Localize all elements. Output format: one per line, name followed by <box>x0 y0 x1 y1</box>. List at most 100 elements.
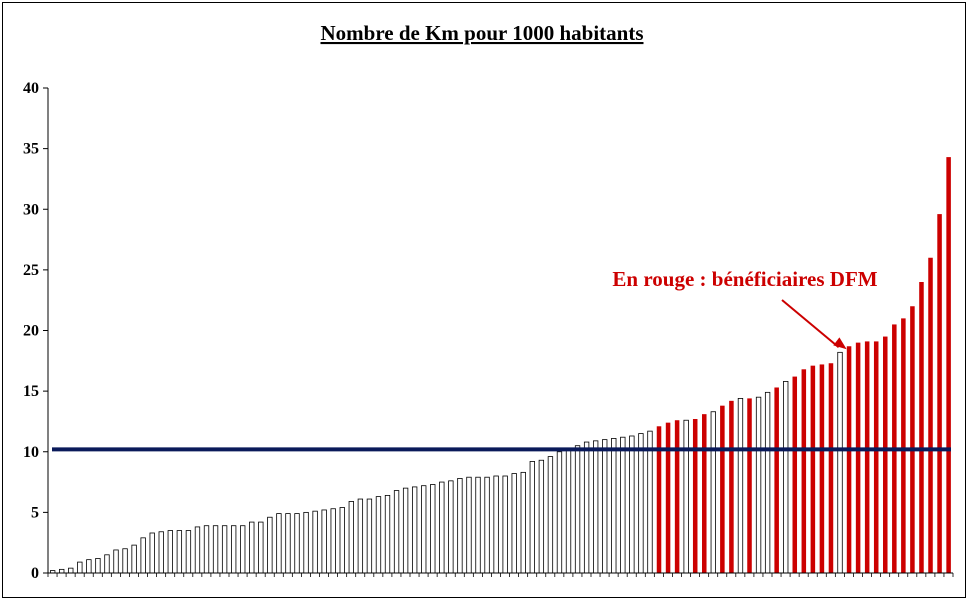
bar <box>638 433 644 574</box>
bar-highlighted <box>937 214 942 573</box>
bar <box>95 558 101 574</box>
bar-highlighted <box>910 306 915 573</box>
bar <box>357 498 364 574</box>
bar <box>466 476 472 574</box>
bar-highlighted <box>864 341 870 573</box>
bar <box>565 450 572 574</box>
bar-highlighted <box>674 420 680 573</box>
y-tick-label: 15 <box>23 383 39 400</box>
bar-highlighted <box>873 341 879 573</box>
bar <box>502 475 508 574</box>
y-tick-label: 25 <box>23 262 39 279</box>
bar <box>339 507 345 574</box>
bars-group <box>50 157 951 574</box>
bar <box>312 510 318 574</box>
bar <box>475 476 481 574</box>
bar <box>258 521 264 574</box>
bar-highlighted <box>692 419 698 573</box>
bar <box>158 531 164 574</box>
bar-highlighted <box>883 336 888 573</box>
bar-highlighted <box>828 363 834 573</box>
bar <box>86 559 92 574</box>
bar-highlighted <box>729 400 734 573</box>
bar <box>285 513 291 574</box>
bar <box>122 548 128 574</box>
y-tick-label: 20 <box>23 323 39 340</box>
bar <box>448 480 454 574</box>
bar <box>321 509 327 574</box>
bar <box>574 445 581 574</box>
bar <box>556 451 563 574</box>
bar <box>538 459 545 574</box>
bar-highlighted <box>901 318 906 574</box>
bar-highlighted <box>801 369 807 573</box>
y-tick-label: 40 <box>23 80 39 97</box>
bar <box>683 419 689 574</box>
bar-highlighted <box>928 257 933 573</box>
bar <box>593 440 599 574</box>
bar <box>484 476 490 574</box>
bar <box>402 487 409 574</box>
bar <box>737 397 744 574</box>
bar <box>710 411 716 574</box>
bar <box>620 436 626 574</box>
bar <box>764 391 771 574</box>
bar <box>837 351 843 574</box>
bar-highlighted <box>919 282 924 573</box>
bar <box>330 508 336 574</box>
bar <box>104 554 110 574</box>
bar <box>602 439 608 574</box>
bar <box>366 498 373 574</box>
bar <box>529 461 535 574</box>
bar-highlighted <box>774 387 779 573</box>
y-tick-label: 0 <box>31 565 39 582</box>
bar <box>113 549 119 574</box>
bar-highlighted <box>747 398 752 573</box>
bar <box>249 521 255 574</box>
bar <box>439 481 445 574</box>
bar <box>203 525 210 574</box>
bar <box>140 537 146 574</box>
bar <box>240 525 246 574</box>
bar <box>267 516 273 574</box>
chart-title: Nombre de Km pour 1000 habitants <box>320 21 643 45</box>
bar <box>547 456 554 574</box>
annotation-group: En rouge : bénéficiaires DFM <box>612 267 878 350</box>
bar <box>194 526 201 574</box>
bar <box>511 473 517 574</box>
y-tick-label: 30 <box>23 201 39 218</box>
bar <box>493 475 499 574</box>
annotation-arrowhead <box>833 337 847 350</box>
bar <box>611 438 617 574</box>
bar <box>276 513 282 574</box>
bar <box>185 530 192 574</box>
bar <box>176 530 183 574</box>
bar <box>167 530 173 574</box>
axes-group: 0 5 10 15 20 25 30 35 40 <box>23 80 954 582</box>
bar-highlighted <box>846 346 852 573</box>
annotation-text: En rouge : bénéficiaires DFM <box>612 267 877 291</box>
bar <box>348 501 354 574</box>
bar <box>230 525 237 574</box>
y-tick-label: 35 <box>23 141 39 158</box>
bar <box>68 567 74 574</box>
bar <box>375 496 382 574</box>
bar <box>583 441 590 574</box>
y-tick-label: 5 <box>31 504 39 521</box>
bar <box>520 471 526 574</box>
bar-highlighted <box>810 365 816 573</box>
bar-highlighted <box>656 426 662 573</box>
bar <box>421 485 427 574</box>
bar-highlighted <box>702 414 707 573</box>
bar <box>629 435 635 574</box>
bar <box>212 525 219 574</box>
bar <box>149 532 155 574</box>
bar-highlighted <box>946 157 951 574</box>
bar <box>303 511 309 574</box>
bar <box>457 478 463 574</box>
bar <box>755 396 762 574</box>
bar <box>221 525 228 574</box>
bar-highlighted <box>792 376 798 573</box>
bar <box>411 486 418 574</box>
